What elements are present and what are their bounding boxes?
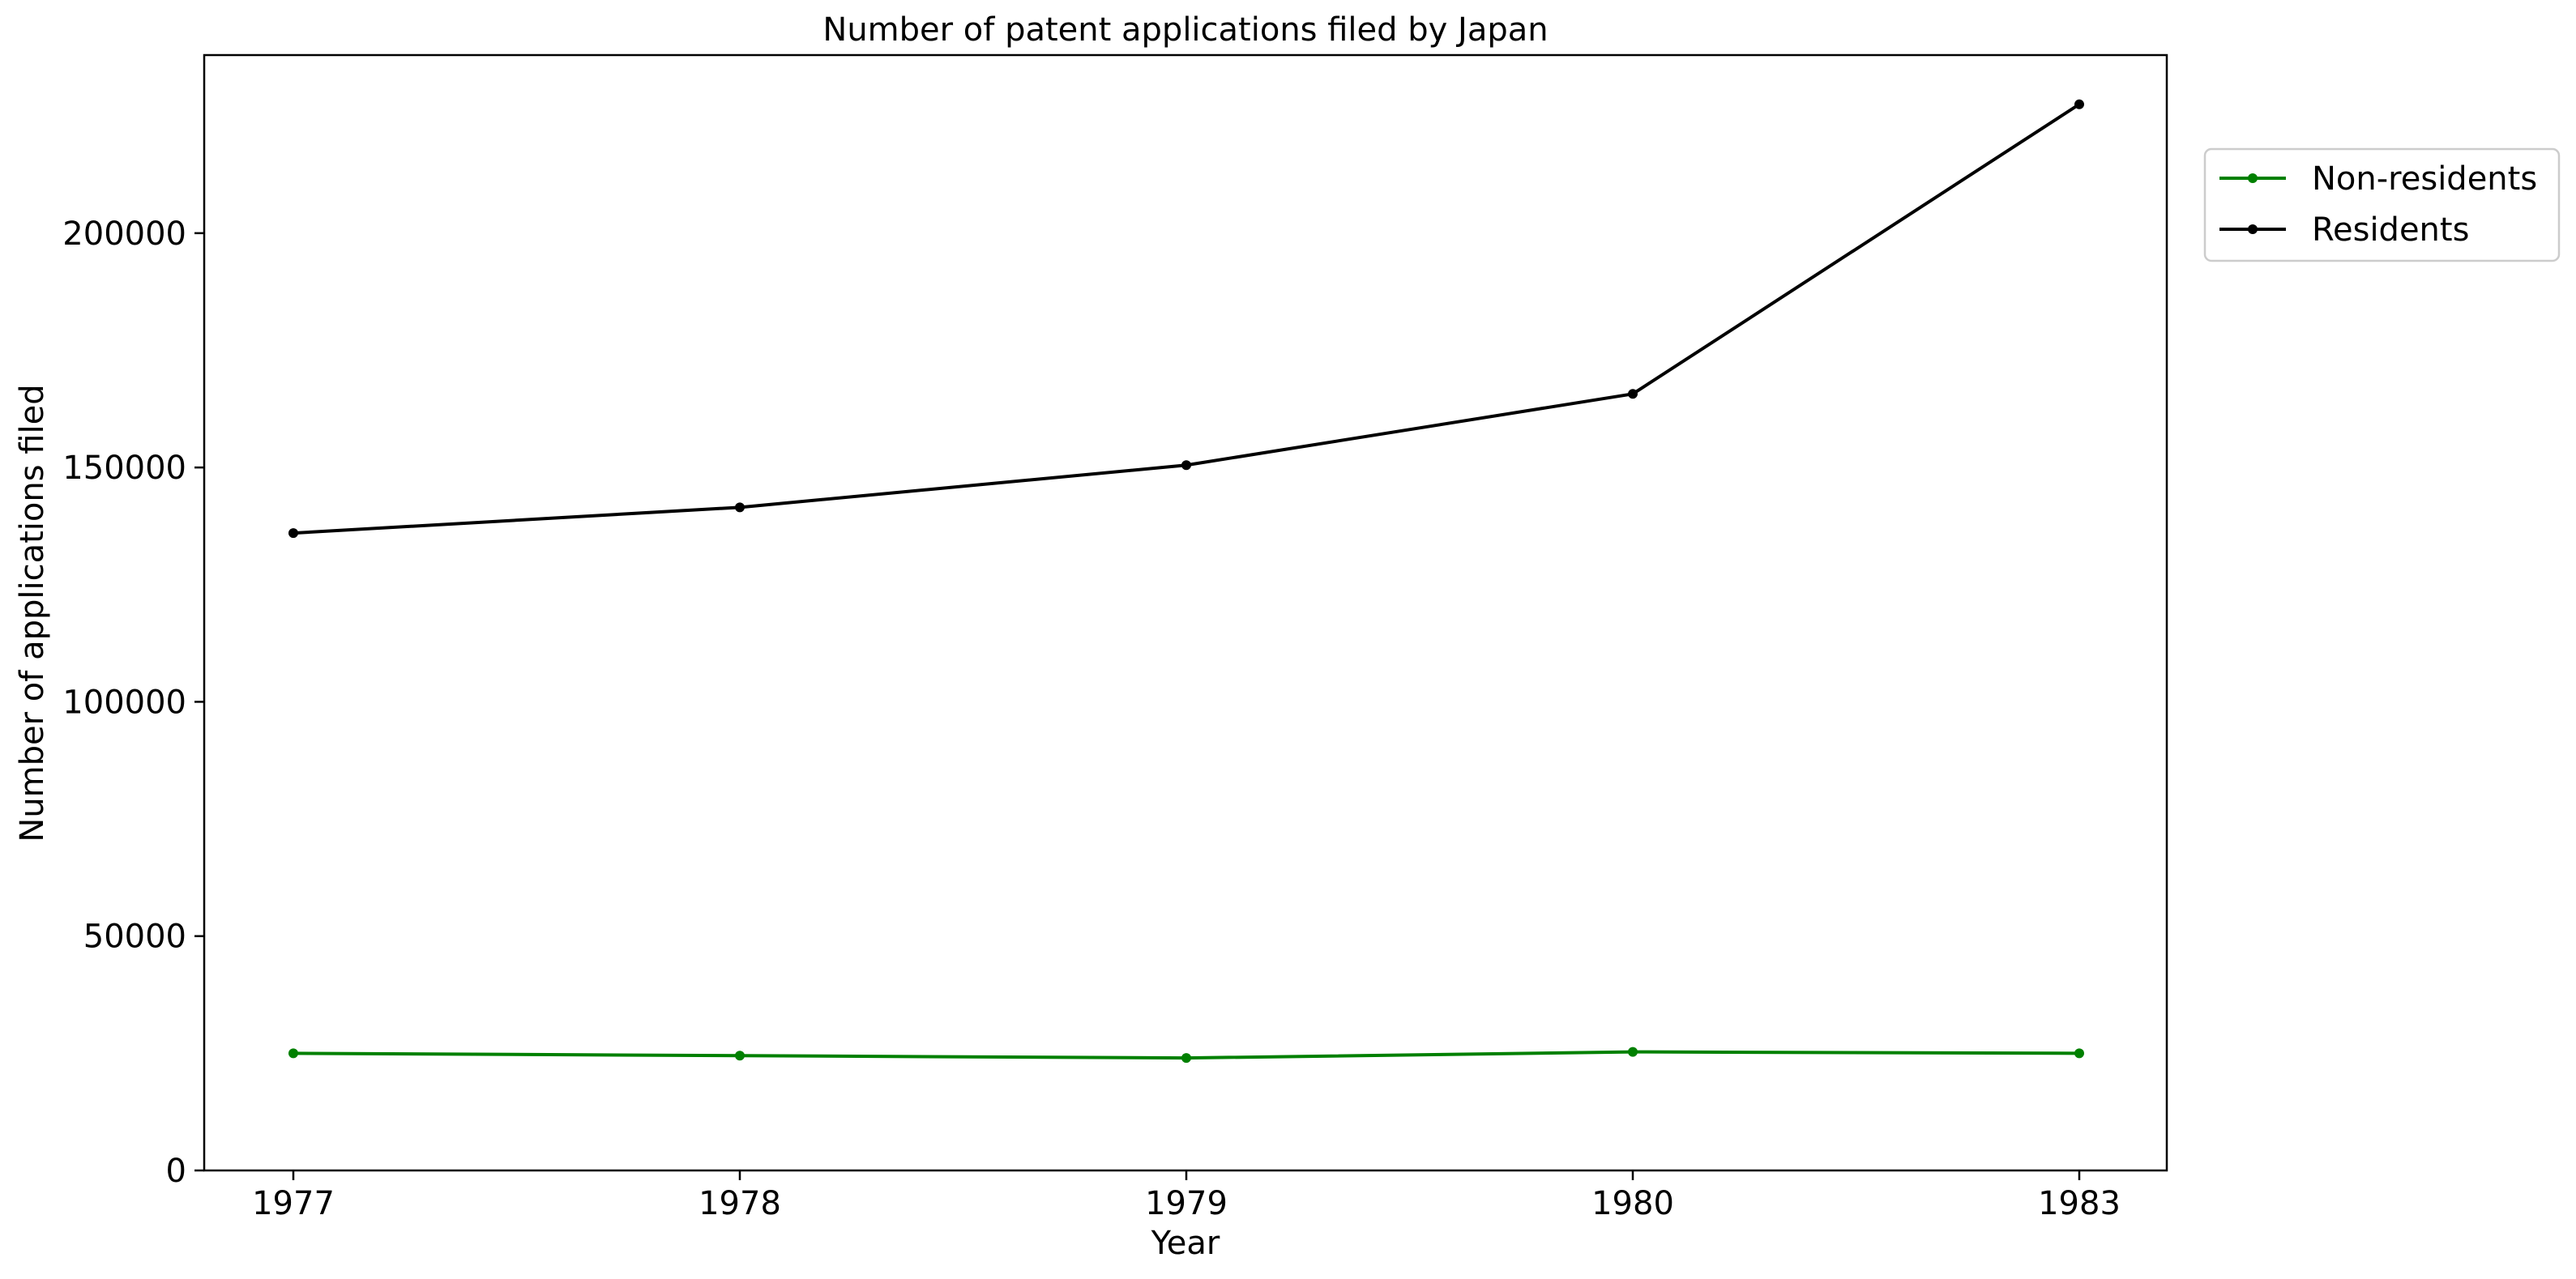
x-tick-label: 1977	[252, 1185, 335, 1222]
y-tick-label: 200000	[62, 215, 186, 253]
x-tick-label: 1979	[1145, 1185, 1228, 1222]
y-tick-label: 150000	[62, 450, 186, 487]
legend-label: Non-residents	[2312, 160, 2537, 198]
series-non-residents	[288, 1047, 2084, 1064]
data-point	[2074, 99, 2084, 109]
data-point	[2074, 1048, 2084, 1059]
y-axis-ticks: 0 50000 100000 150000 200000	[62, 215, 204, 1190]
legend-frame	[2203, 147, 2561, 262]
data-point	[1628, 389, 1638, 399]
data-point	[735, 1051, 745, 1061]
data-point	[288, 1048, 298, 1059]
series-layer	[288, 99, 2084, 1064]
x-axis-ticks: 1977 1978 1979 1980 1983	[252, 1170, 2121, 1222]
chart-title: Number of patent applications filed by J…	[822, 11, 1548, 49]
x-tick-label: 1983	[2038, 1185, 2121, 1222]
y-tick-label: 50000	[83, 919, 186, 956]
x-tick-label: 1978	[698, 1185, 781, 1222]
data-point	[1628, 1047, 1638, 1057]
data-point	[288, 528, 298, 539]
y-tick-label: 100000	[62, 684, 186, 721]
data-point	[1181, 1053, 1191, 1064]
legend-entries: Non-residents Residents	[2219, 160, 2537, 249]
plot-frame	[203, 53, 2168, 1172]
legend-label: Residents	[2312, 211, 2469, 249]
series-residents	[288, 99, 2084, 539]
legend: Non-residents Residents	[2203, 147, 2561, 262]
data-point	[1181, 460, 1191, 471]
legend-swatch-marker	[2248, 224, 2258, 234]
x-axis-label: Year	[1151, 1225, 1220, 1262]
y-axis-label: Number of applications filed	[14, 384, 51, 842]
data-point	[735, 502, 745, 513]
y-tick-label: 0	[166, 1153, 186, 1190]
x-tick-label: 1980	[1591, 1185, 1674, 1222]
legend-swatch-marker	[2248, 173, 2258, 183]
